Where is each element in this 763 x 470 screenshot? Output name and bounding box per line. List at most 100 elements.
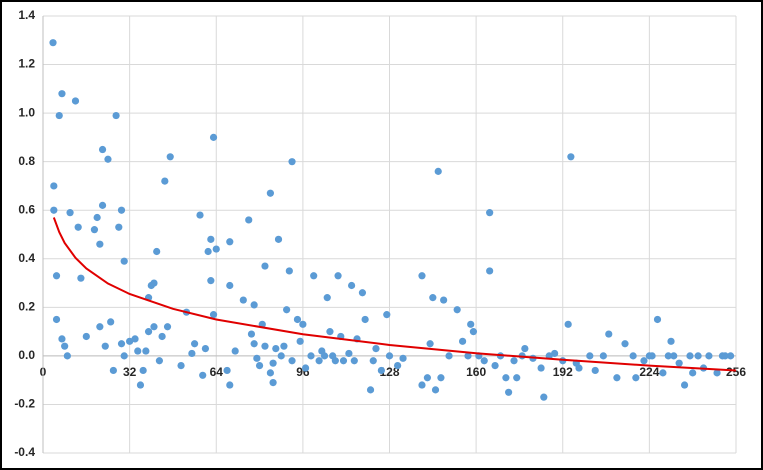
data-point — [207, 235, 215, 243]
y-tick-label: 0.0 — [18, 348, 35, 362]
data-point — [383, 311, 391, 319]
data-point — [131, 335, 139, 343]
data-point — [366, 386, 375, 394]
data-point — [58, 90, 66, 98]
data-point — [288, 357, 296, 365]
data-point — [117, 340, 126, 348]
data-point — [361, 315, 369, 324]
data-point — [201, 345, 210, 353]
data-point — [307, 352, 315, 360]
data-point — [599, 352, 607, 360]
data-point — [96, 323, 104, 331]
data-point — [480, 357, 488, 365]
data-point — [134, 347, 142, 355]
data-point — [331, 357, 339, 365]
data-point — [274, 235, 283, 243]
data-point — [491, 362, 499, 370]
data-point — [394, 362, 402, 370]
data-point — [653, 315, 662, 324]
data-point — [632, 374, 640, 382]
data-point — [150, 323, 158, 331]
data-point — [288, 158, 296, 166]
data-point — [301, 364, 310, 372]
data-point — [155, 357, 164, 365]
y-tick-label: 1.2 — [18, 57, 35, 71]
x-tick-label: 224 — [639, 365, 659, 379]
data-point — [63, 352, 71, 360]
data-point — [109, 366, 117, 375]
data-point — [209, 311, 218, 319]
data-point — [52, 272, 61, 280]
data-point — [586, 352, 594, 360]
data-point — [320, 352, 329, 360]
data-point — [680, 381, 689, 389]
data-point — [664, 352, 672, 360]
x-tick-label: 256 — [726, 365, 746, 379]
data-point — [120, 257, 128, 265]
data-point — [163, 323, 172, 331]
data-point — [266, 369, 274, 377]
data-point — [613, 374, 621, 382]
data-point — [253, 354, 261, 362]
data-point — [101, 342, 109, 350]
data-point — [434, 167, 442, 175]
data-point — [564, 320, 572, 328]
data-point — [713, 369, 721, 377]
y-tick-label: 0.8 — [18, 154, 35, 168]
data-point — [426, 340, 434, 348]
data-point — [629, 352, 637, 360]
data-point — [667, 337, 675, 345]
data-point — [177, 362, 185, 370]
data-point — [58, 335, 66, 343]
data-point — [144, 328, 153, 336]
data-point — [52, 315, 61, 324]
data-point — [513, 374, 521, 382]
data-point — [440, 296, 448, 304]
x-tick-label: 32 — [123, 365, 137, 379]
data-point — [50, 206, 58, 214]
data-point — [188, 349, 196, 358]
data-point — [567, 153, 575, 161]
data-point — [431, 386, 440, 394]
data-point — [250, 340, 258, 348]
data-point — [126, 337, 134, 345]
data-point — [675, 359, 683, 367]
y-tick-label: -0.2 — [14, 397, 35, 411]
data-point — [261, 262, 269, 270]
data-point — [296, 337, 304, 345]
data-point — [90, 226, 99, 234]
data-point — [334, 272, 342, 280]
data-point — [226, 381, 234, 389]
data-point — [537, 364, 545, 372]
x-tick-label: 160 — [466, 365, 486, 379]
y-tick-label: 0.4 — [18, 251, 35, 265]
data-point — [266, 189, 274, 197]
data-point — [423, 374, 431, 382]
data-point — [104, 155, 112, 163]
data-point — [142, 347, 150, 355]
data-point — [166, 153, 174, 161]
data-point — [721, 352, 729, 360]
data-point — [115, 223, 123, 231]
data-point — [726, 352, 735, 360]
data-point — [226, 281, 234, 290]
y-tick-label: 0.2 — [18, 300, 35, 314]
data-point — [510, 357, 518, 365]
x-tick-label: 192 — [553, 365, 573, 379]
data-point — [689, 369, 697, 377]
data-point — [158, 332, 166, 341]
data-point — [74, 223, 82, 231]
data-point — [199, 371, 207, 379]
data-point — [61, 342, 69, 350]
data-point — [231, 347, 239, 355]
data-point — [348, 281, 356, 290]
trend-line — [52, 217, 737, 372]
data-point — [226, 238, 234, 246]
data-point — [269, 359, 277, 367]
data-point — [250, 301, 258, 309]
data-point — [369, 357, 377, 365]
data-point — [705, 352, 713, 360]
y-tick-label: 1.4 — [18, 8, 35, 22]
data-point — [399, 354, 407, 362]
